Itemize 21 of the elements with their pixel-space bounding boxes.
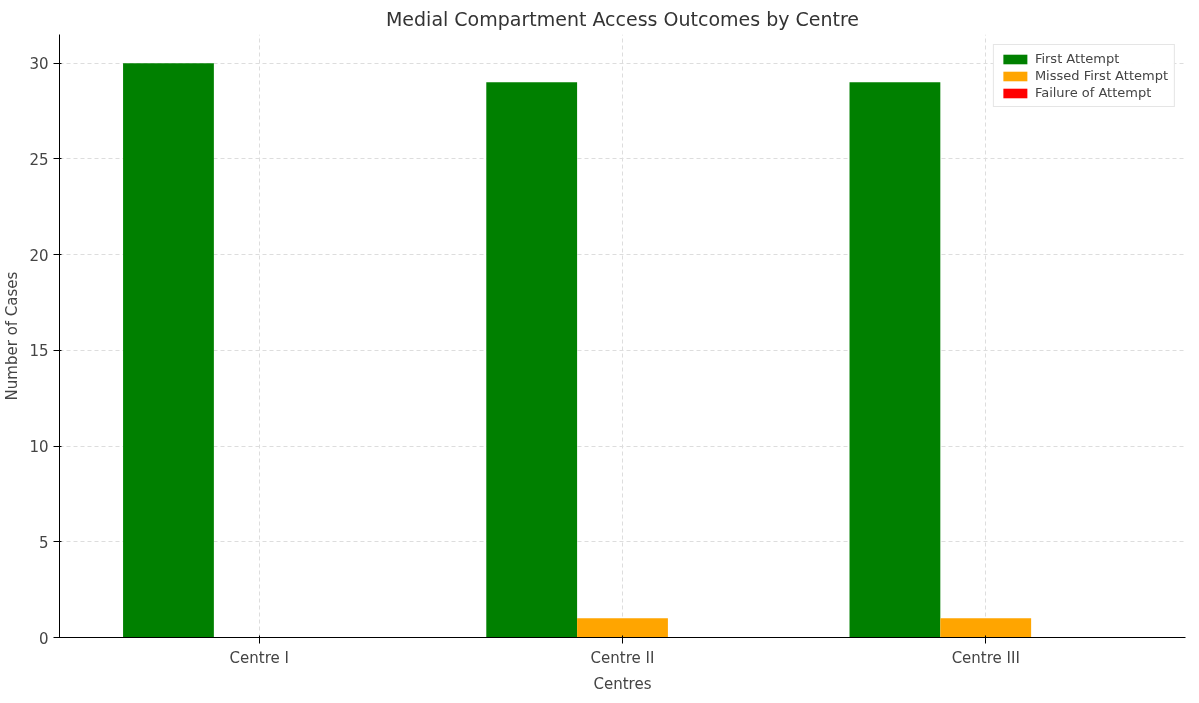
x-axis-title: Centres xyxy=(593,674,652,693)
bar xyxy=(849,82,941,638)
y-tick-label: 5 xyxy=(38,533,49,552)
legend-label: First Attempt xyxy=(1034,51,1120,66)
chart-title: Medial Compartment Access Outcomes by Centre xyxy=(385,7,860,30)
bar xyxy=(940,618,1032,638)
y-tick-label: 0 xyxy=(38,629,49,648)
y-tick-label: 10 xyxy=(29,438,49,457)
y-tick-label: 15 xyxy=(29,342,49,361)
bar xyxy=(123,63,214,638)
bar xyxy=(486,82,578,638)
y-tick-label: 20 xyxy=(29,246,49,265)
legend-label: Missed First Attempt xyxy=(1034,68,1168,83)
x-tick-label: Centre I xyxy=(229,648,289,667)
y-axis-title: Number of Cases xyxy=(3,271,22,401)
legend-label: Failure of Attempt xyxy=(1034,85,1152,100)
bar xyxy=(577,618,668,638)
y-tick-label: 30 xyxy=(29,55,49,74)
x-tick-label: Centre III xyxy=(951,648,1020,667)
x-tick-label: Centre II xyxy=(590,648,655,667)
y-tick-label: 25 xyxy=(29,150,49,169)
